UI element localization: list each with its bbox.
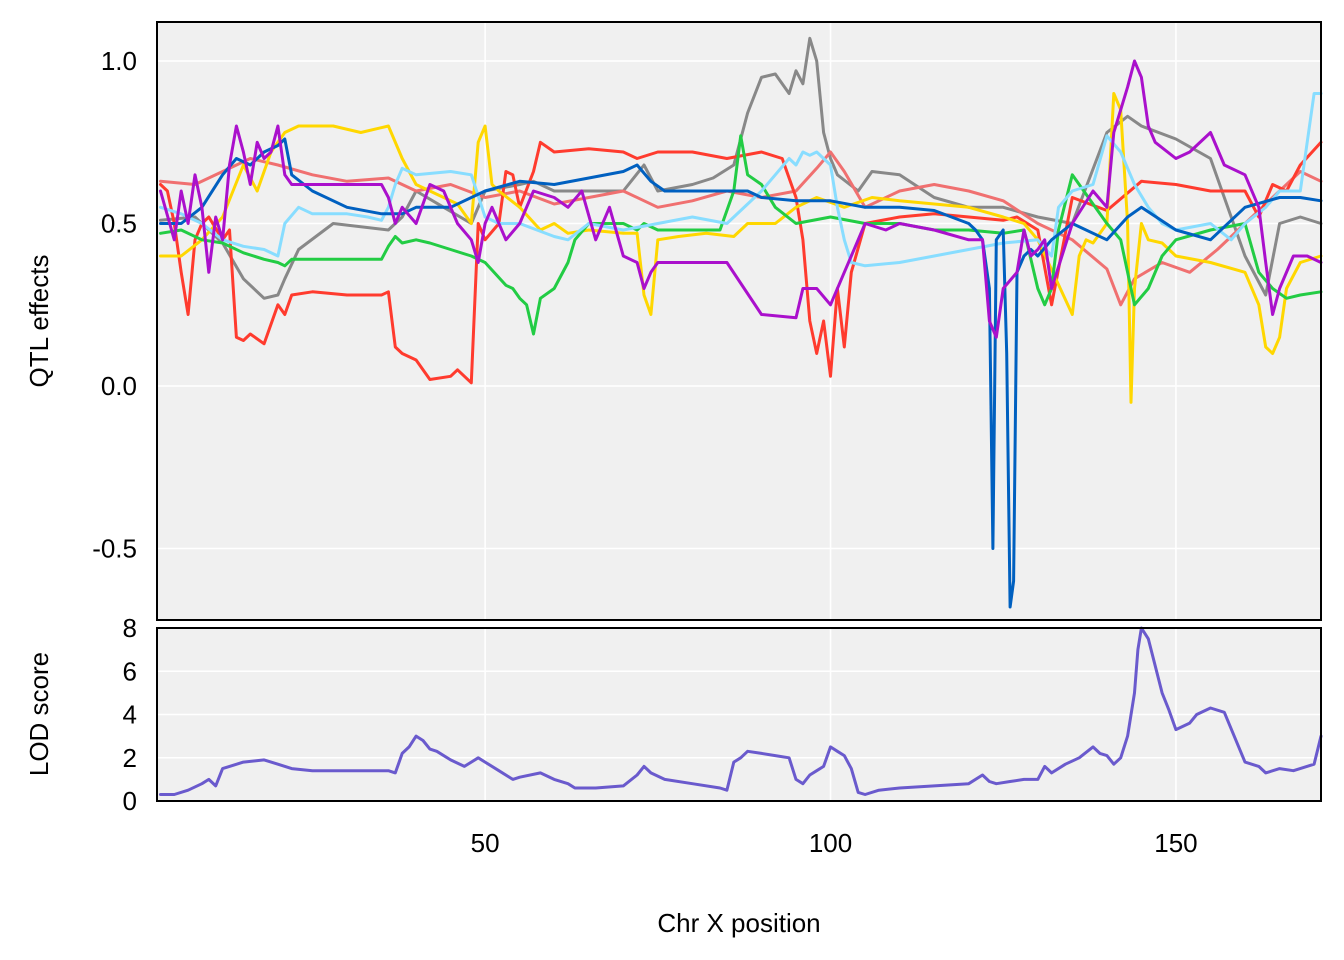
effects-series-line-3: [159, 140, 1323, 385]
x-axis-label: Chr X position: [657, 908, 820, 938]
lod-y-ticks: 0 2 4 6 8: [123, 613, 137, 816]
lod-panel: 0 2 4 6 8 50 100 150 LOD score Chr X position: [24, 613, 1323, 938]
effects-panel-border: [156, 21, 1322, 621]
effects-y-tick-label: -0.5: [92, 534, 137, 564]
x-tick-label: 50: [471, 828, 500, 858]
effects-panel-background: [157, 22, 1321, 620]
lod-y-tick-label: 4: [123, 700, 137, 730]
lod-y-tick-label: 2: [123, 743, 137, 773]
effects-series-line-7: [159, 137, 1323, 609]
effects-series-line-8: [159, 59, 1323, 339]
lod-y-tick-label: 6: [123, 656, 137, 686]
effects-series-line-5: [159, 134, 1323, 336]
effects-y-ticks: -0.5 0.0 0.5 1.0: [92, 46, 137, 564]
x-tick-label: 150: [1154, 828, 1197, 858]
x-ticks: 50 100 150: [471, 828, 1198, 858]
lod-series-line-1: [159, 626, 1323, 796]
effects-series-line-6: [159, 92, 1323, 268]
effects-y-tick-label: 1.0: [101, 46, 137, 76]
effects-series-line-4: [159, 92, 1323, 404]
lod-y-tick-label: 0: [123, 786, 137, 816]
x-tick-label: 100: [809, 828, 852, 858]
effects-series-group: [159, 36, 1323, 609]
lod-series-group: [159, 626, 1323, 796]
lod-panel-border: [156, 627, 1322, 802]
effects-panel: -0.5 0.0 0.5 1.0 QTL effects: [24, 21, 1323, 621]
lod-y-tick-label: 8: [123, 613, 137, 643]
effects-y-tick-label: 0.0: [101, 371, 137, 401]
effects-y-tick-label: 0.5: [101, 209, 137, 239]
effects-y-axis-label: QTL effects: [24, 255, 54, 388]
lod-y-axis-label: LOD score: [24, 652, 54, 776]
effects-series-line-1: [159, 36, 1323, 300]
effects-series-line-2: [159, 150, 1323, 307]
